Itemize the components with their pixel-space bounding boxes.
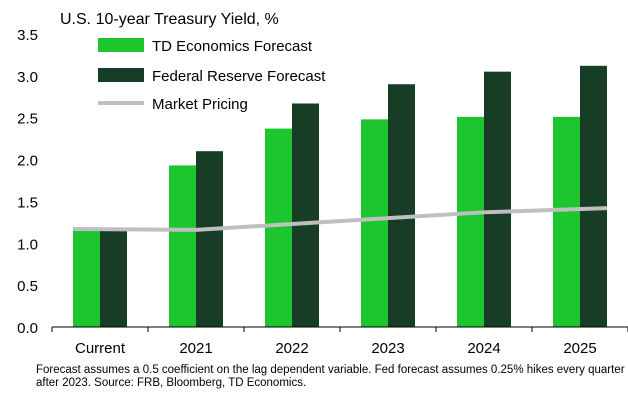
legend-label-2: Market Pricing [152, 96, 248, 113]
y-tick-label: 0.5 [17, 278, 38, 295]
y-tick-label: 2.5 [17, 111, 38, 128]
y-tick-label: 3.5 [17, 27, 38, 44]
bar-td-economics-2021 [169, 165, 196, 327]
legend: TD Economics Forecast Federal Reserve For… [98, 38, 326, 113]
bars-group [73, 65, 607, 328]
market-pricing-line [72, 206, 608, 232]
bar-federal-reserve-2024 [484, 71, 511, 328]
x-tick-label: 2024 [467, 340, 500, 357]
x-tick-label: 2021 [179, 340, 212, 357]
bar-federal-reserve-2022 [292, 103, 319, 328]
x-tick-label: Current [75, 340, 126, 357]
y-tick-label: 2.0 [17, 153, 38, 170]
y-tick-label: 1.5 [17, 194, 38, 211]
bar-federal-reserve-2025 [580, 65, 607, 327]
y-tick-label: 0.0 [17, 320, 38, 337]
bar-td-economics-current [73, 229, 100, 327]
line-group [72, 206, 608, 232]
bar-td-economics-2022 [265, 128, 292, 327]
legend-swatch-1 [98, 68, 144, 82]
legend-label-1: Federal Reserve Forecast [152, 68, 326, 85]
y-axis: 0.0 0.5 1.0 1.5 2.0 2.5 3.0 3.5 [17, 27, 38, 337]
x-axis: Current 2021 2022 2023 2024 2025 [51, 326, 628, 357]
bar-td-economics-2025 [553, 116, 580, 328]
y-tick-label: 3.0 [17, 69, 38, 86]
y-tick-label: 1.0 [17, 236, 38, 253]
legend-label-0: TD Economics Forecast [152, 38, 313, 55]
footnote: Forecast assumes a 0.5 coefficient on th… [36, 364, 625, 389]
bar-td-economics-2024 [457, 116, 484, 328]
legend-swatch-0 [98, 38, 144, 52]
bar-federal-reserve-2023 [388, 84, 415, 327]
bar-federal-reserve-2021 [196, 151, 223, 327]
x-tick-label: 2022 [275, 340, 308, 357]
bar-td-economics-2023 [361, 119, 388, 327]
chart-title: U.S. 10-year Treasury Yield, % [60, 11, 279, 28]
x-tick-label: 2023 [371, 340, 404, 357]
bar-federal-reserve-current [100, 229, 127, 327]
x-tick-label: 2025 [563, 340, 596, 357]
